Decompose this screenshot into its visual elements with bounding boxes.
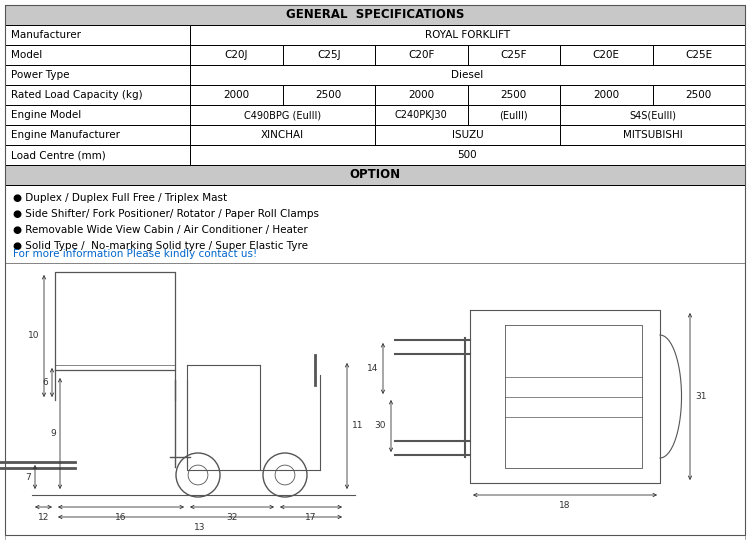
Text: 31: 31 — [695, 392, 706, 401]
Text: 2000: 2000 — [224, 90, 249, 100]
Text: 32: 32 — [226, 513, 238, 522]
Bar — [375, 125, 560, 145]
Bar — [467, 45, 560, 65]
Bar — [560, 45, 652, 65]
Bar — [467, 105, 560, 125]
Bar — [283, 45, 375, 65]
Text: ● Removable Wide View Cabin / Air Conditioner / Heater: ● Removable Wide View Cabin / Air Condit… — [13, 225, 307, 235]
Bar — [190, 25, 745, 45]
Text: ISUZU: ISUZU — [452, 130, 483, 140]
Bar — [560, 85, 652, 105]
Text: Model: Model — [11, 50, 42, 60]
Bar — [5, 25, 190, 45]
Bar — [652, 85, 745, 105]
Text: 7: 7 — [26, 472, 31, 482]
Bar — [5, 125, 190, 145]
Bar — [5, 165, 745, 185]
Text: Engine Model: Engine Model — [11, 110, 81, 120]
Text: ROYAL FORKLIFT: ROYAL FORKLIFT — [425, 30, 510, 40]
Bar — [375, 105, 467, 125]
Bar — [375, 85, 467, 105]
Text: 13: 13 — [194, 523, 206, 532]
Bar — [5, 145, 190, 165]
Bar — [560, 105, 745, 125]
Bar — [5, 185, 745, 263]
Bar — [190, 45, 283, 65]
Text: C25E: C25E — [686, 50, 712, 60]
Bar — [5, 263, 745, 540]
Text: 2500: 2500 — [501, 90, 526, 100]
Text: 11: 11 — [352, 422, 364, 430]
Text: 2000: 2000 — [593, 90, 619, 100]
Bar — [190, 125, 375, 145]
Text: 17: 17 — [305, 513, 316, 522]
Bar — [5, 105, 190, 125]
Text: 6: 6 — [42, 378, 48, 387]
Text: ● Duplex / Duplex Full Free / Triplex Mast: ● Duplex / Duplex Full Free / Triplex Ma… — [13, 193, 227, 203]
Text: S4S(EuIII): S4S(EuIII) — [629, 110, 676, 120]
Text: Diesel: Diesel — [452, 70, 484, 80]
Bar — [560, 125, 745, 145]
Text: C25J: C25J — [317, 50, 340, 60]
Text: MITSUBISHI: MITSUBISHI — [622, 130, 682, 140]
Text: C20E: C20E — [592, 50, 619, 60]
Text: Engine Manufacturer: Engine Manufacturer — [11, 130, 120, 140]
Text: C25F: C25F — [500, 50, 527, 60]
Text: C20J: C20J — [224, 50, 248, 60]
Bar — [5, 45, 190, 65]
Text: 2500: 2500 — [316, 90, 342, 100]
Bar — [283, 85, 375, 105]
Bar — [5, 65, 190, 85]
Text: OPTION: OPTION — [350, 168, 400, 181]
Text: 12: 12 — [38, 513, 50, 522]
Text: (EuIII): (EuIII) — [500, 110, 528, 120]
Text: 9: 9 — [50, 429, 56, 438]
Text: 500: 500 — [458, 150, 477, 160]
Text: 18: 18 — [560, 501, 571, 510]
Text: C490BPG (EuIII): C490BPG (EuIII) — [244, 110, 321, 120]
Text: XINCHAI: XINCHAI — [261, 130, 304, 140]
Text: 2000: 2000 — [408, 90, 434, 100]
Bar — [5, 5, 745, 25]
Bar — [467, 85, 560, 105]
Text: C20F: C20F — [408, 50, 434, 60]
Bar — [652, 45, 745, 65]
Text: Manufacturer: Manufacturer — [11, 30, 81, 40]
Text: 14: 14 — [367, 364, 378, 373]
Text: 2500: 2500 — [686, 90, 712, 100]
Text: 16: 16 — [116, 513, 127, 522]
Text: ● Side Shifter/ Fork Positioner/ Rotator / Paper Roll Clamps: ● Side Shifter/ Fork Positioner/ Rotator… — [13, 209, 319, 219]
Text: ● Solid Type /  No-marking Solid tyre / Super Elastic Tyre: ● Solid Type / No-marking Solid tyre / S… — [13, 241, 308, 251]
Text: 10: 10 — [28, 332, 39, 341]
Text: Power Type: Power Type — [11, 70, 70, 80]
Bar — [375, 45, 467, 65]
Text: Load Centre (mm): Load Centre (mm) — [11, 150, 106, 160]
Text: For more information Please kindly contact us!: For more information Please kindly conta… — [13, 249, 257, 259]
Bar — [190, 105, 375, 125]
Bar — [5, 85, 190, 105]
Text: C240PKJ30: C240PKJ30 — [394, 110, 448, 120]
Text: Rated Load Capacity (kg): Rated Load Capacity (kg) — [11, 90, 142, 100]
Bar — [190, 145, 745, 165]
Text: GENERAL  SPECIFICATIONS: GENERAL SPECIFICATIONS — [286, 9, 464, 22]
Bar — [190, 65, 745, 85]
Bar — [190, 85, 283, 105]
Text: 30: 30 — [374, 422, 386, 430]
